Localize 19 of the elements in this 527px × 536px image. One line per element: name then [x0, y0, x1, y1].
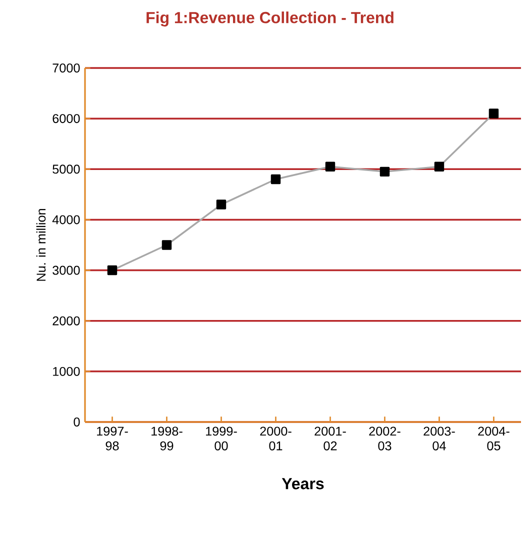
x-tick-label: 2002-03 — [369, 426, 400, 450]
x-axis-title: Years — [282, 478, 324, 490]
y-tick-label: 4000 — [52, 215, 80, 224]
x-tick-label: 2001-02 — [314, 426, 346, 450]
y-axis-title: Nu. in million — [36, 209, 46, 281]
x-tick-label: 1997-98 — [97, 426, 128, 450]
y-tick-label: 0 — [74, 418, 80, 426]
x-tick-label: 2004-05 — [478, 426, 510, 450]
y-tick-label: 3000 — [52, 266, 80, 275]
y-tick-label: 7000 — [52, 64, 80, 72]
y-tick-label: 6000 — [52, 114, 80, 124]
y-tick-label: 1000 — [53, 366, 80, 376]
y-tick-label: 5000 — [52, 164, 80, 174]
y-tick-label: 2000 — [52, 316, 80, 326]
x-tick-label: 1999-00 — [206, 426, 237, 450]
x-tick-label: 2003-04 — [424, 426, 455, 450]
chart-title: Fig 1:Revenue Collection - Trend — [146, 12, 394, 26]
x-tick-label: 2000-01 — [260, 426, 292, 450]
x-tick-label: 1998-99 — [152, 426, 182, 450]
